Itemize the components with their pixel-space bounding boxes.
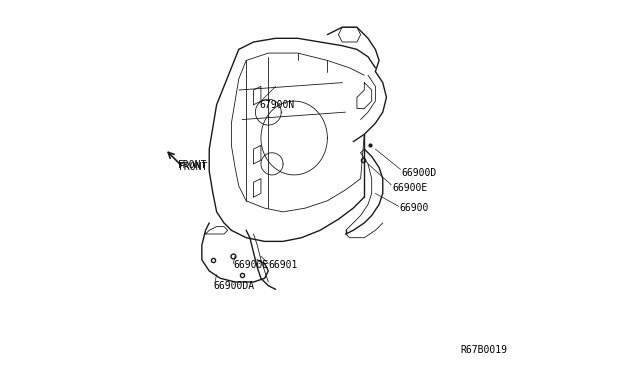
Text: 66900DA: 66900DA (213, 281, 254, 291)
Text: FRONT: FRONT (178, 160, 207, 170)
Text: R67B0019: R67B0019 (460, 345, 508, 355)
Text: 66901: 66901 (268, 260, 298, 270)
Text: 66900: 66900 (399, 203, 429, 213)
Text: 66900E: 66900E (392, 183, 428, 193)
Text: 66900D: 66900D (401, 168, 436, 178)
Text: 67900N: 67900N (259, 100, 294, 110)
Text: 66900E: 66900E (233, 260, 269, 270)
Text: FRONT: FRONT (179, 162, 209, 172)
